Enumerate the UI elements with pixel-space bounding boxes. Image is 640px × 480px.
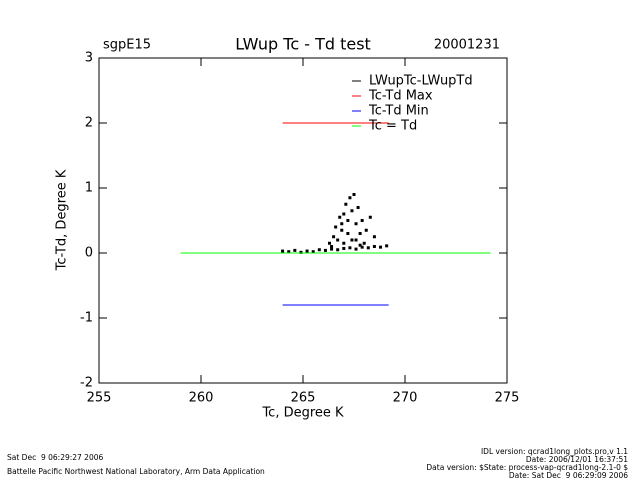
scatter-point: [342, 246, 346, 250]
scatter-point: [372, 245, 376, 248]
scatter-point: [358, 243, 362, 247]
scatter-point: [348, 246, 352, 250]
scatter-point: [354, 247, 358, 251]
scatter-point: [354, 222, 358, 226]
y-tick-label: 3: [85, 51, 93, 66]
scatter-point: [346, 219, 350, 222]
date-label: 20001231: [434, 38, 500, 53]
scatter-point: [350, 209, 354, 213]
scatter-point: [348, 196, 352, 200]
scatter-point: [360, 219, 364, 222]
scatter-point: [354, 238, 358, 242]
footer-data-date: Date: Sat Dec 9 06:29:09 2006: [509, 471, 628, 480]
scatter-point: [323, 248, 327, 252]
scatter-point: [352, 193, 356, 196]
scatter-point: [287, 250, 291, 254]
scatter-point: [334, 225, 338, 229]
footer-idl-date: Date: 2006/12/01 16:37:51: [526, 455, 628, 464]
scatter-point: [350, 238, 354, 242]
scatter-point: [299, 250, 303, 254]
scatter-point: [342, 241, 346, 245]
scatter-point: [332, 235, 336, 239]
scatter-point: [360, 245, 364, 249]
scatter-point: [330, 245, 334, 248]
scatter-point: [305, 249, 309, 253]
scatter-point: [336, 248, 340, 252]
y-tick-label: 0: [85, 246, 93, 261]
scatter-point: [364, 228, 368, 232]
site-label: sgpE15: [103, 38, 151, 53]
scatter-point: [356, 206, 360, 209]
x-tick-label: 260: [189, 391, 214, 406]
y-tick-label: 1: [85, 181, 93, 196]
scatter-point: [372, 235, 376, 239]
scatter-point: [330, 247, 334, 251]
scatter-point: [340, 228, 344, 232]
x-tick-label: 255: [87, 391, 112, 406]
footer-timestamp: Sat Dec 9 06:29:27 2006: [7, 453, 104, 462]
y-axis-label: Tc-Td, Degree K: [55, 169, 70, 271]
y-tick-label: -2: [80, 376, 93, 391]
footer-credit: Battelle Pacific Northwest National Labo…: [7, 467, 265, 476]
scatter-point: [379, 245, 383, 249]
y-tick-label: -1: [80, 311, 93, 326]
footer-data-version: Data version: $State: process-vap-qcrad1…: [426, 463, 628, 472]
scatter-point: [336, 238, 340, 242]
legend-label: LWupTc-LWupTd: [369, 74, 473, 89]
scatter-point: [317, 248, 321, 252]
scatter-point: [362, 241, 366, 245]
scatter-point: [340, 222, 344, 226]
legend-label: Tc = Td: [368, 119, 417, 134]
scatter-point: [342, 212, 346, 216]
scatter-point: [358, 232, 362, 235]
scatter-point: [344, 202, 348, 206]
scatter-point: [346, 232, 350, 235]
x-axis-label: Tc, Degree K: [261, 406, 344, 421]
scatter-point: [368, 215, 372, 219]
scatter-point: [366, 246, 370, 250]
scatter-point: [328, 241, 332, 245]
x-tick-label: 275: [495, 391, 520, 406]
legend-label: Tc-Td Min: [368, 104, 429, 119]
x-tick-label: 270: [393, 391, 418, 406]
scatter-point: [338, 215, 342, 219]
footer-idl-version: IDL version: qcrad1long_plots.pro,v 1.1: [481, 447, 628, 456]
y-tick-label: 2: [85, 116, 93, 131]
x-tick-label: 265: [291, 391, 316, 406]
legend-label: Tc-Td Max: [368, 89, 433, 104]
chart-title: LWup Tc - Td test: [235, 35, 371, 54]
scatter-point: [385, 244, 389, 248]
scatter-point: [281, 249, 285, 253]
scatter-point: [293, 248, 297, 252]
scatter-point: [311, 250, 315, 254]
